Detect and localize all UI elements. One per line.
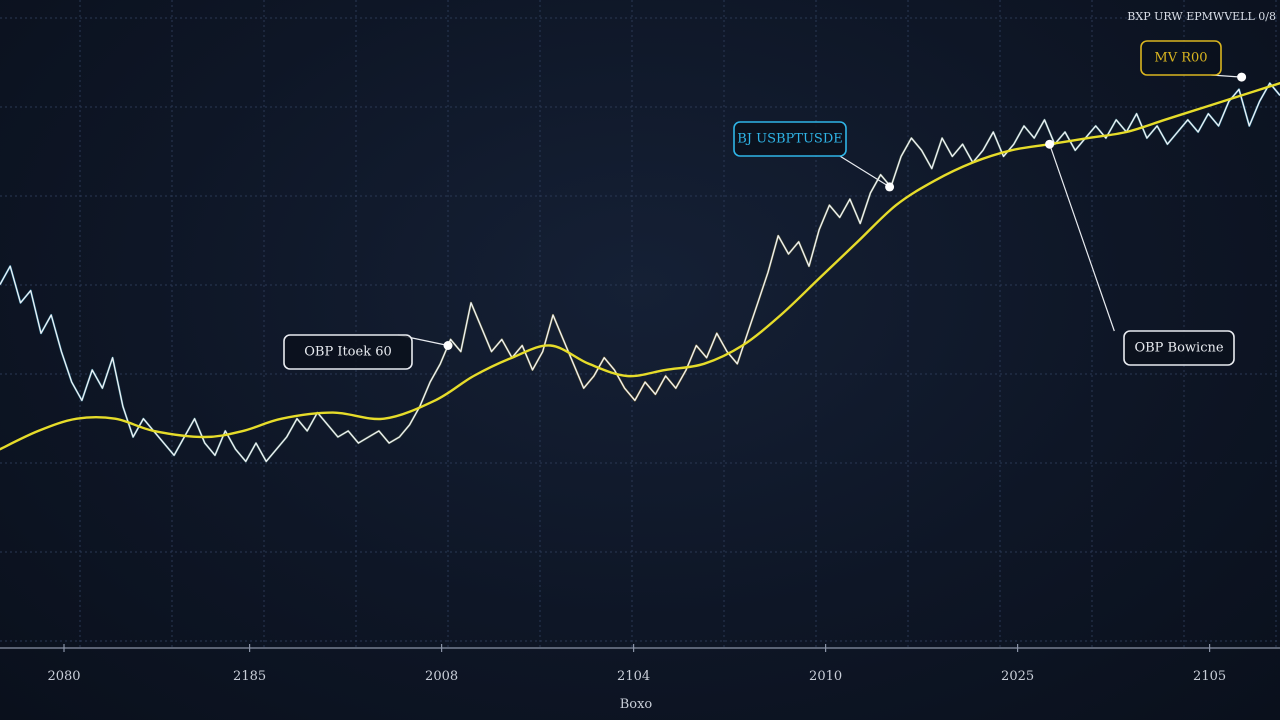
annotation-marker-dot [443, 341, 453, 350]
annotation-marker-dot [1045, 139, 1055, 149]
annotation-callout: OBP Bowicne [1045, 139, 1235, 366]
series-group [0, 82, 1280, 463]
annotation-box [283, 334, 413, 370]
x-tick-label: 2104 [617, 669, 650, 684]
annotation-callout: MV R00 [1140, 40, 1247, 82]
price-series-line [0, 82, 1280, 463]
annotation-marker-dot [1237, 72, 1247, 82]
x-tick-label: 2080 [47, 669, 80, 684]
annotations-group: OBP Itoek 60 BJ USBPTUSDE MV R00 OBP Bowicn… [283, 40, 1247, 370]
annotation-marker-dot [885, 182, 895, 192]
x-tick-label: 2010 [809, 669, 842, 684]
header-caption: BXP URW EPMWVELL 0/8 [1127, 10, 1276, 23]
annotation-box [733, 121, 847, 157]
annotation-label: OBP Itoek 60 [304, 345, 392, 360]
annotation-leader-line [839, 155, 890, 188]
annotation-label: OBP Bowicne [1134, 341, 1223, 356]
x-tick-label: 2008 [425, 669, 458, 684]
annotation-box [1123, 330, 1235, 366]
annotation-callout: BJ USBPTUSDE [733, 121, 895, 192]
x-tick-label: 2105 [1193, 669, 1226, 684]
annotation-label: BJ USBPTUSDE [737, 132, 843, 147]
annotation-label: MV R00 [1154, 51, 1207, 66]
annotation-callout: OBP Itoek 60 [283, 334, 453, 370]
grid [0, 0, 1280, 648]
annotation-leader-line [1049, 144, 1115, 332]
x-tick-label: 2025 [1001, 669, 1034, 684]
annotation-box [1140, 40, 1222, 76]
moving-average-line [0, 82, 1280, 451]
x-ticks: 2080 2185 2008 2104 2010 2025 2105 [47, 644, 1226, 684]
x-axis-title: Boxo [620, 697, 653, 712]
price-series-glow [0, 82, 1280, 463]
x-tick-label: 2185 [233, 669, 266, 684]
